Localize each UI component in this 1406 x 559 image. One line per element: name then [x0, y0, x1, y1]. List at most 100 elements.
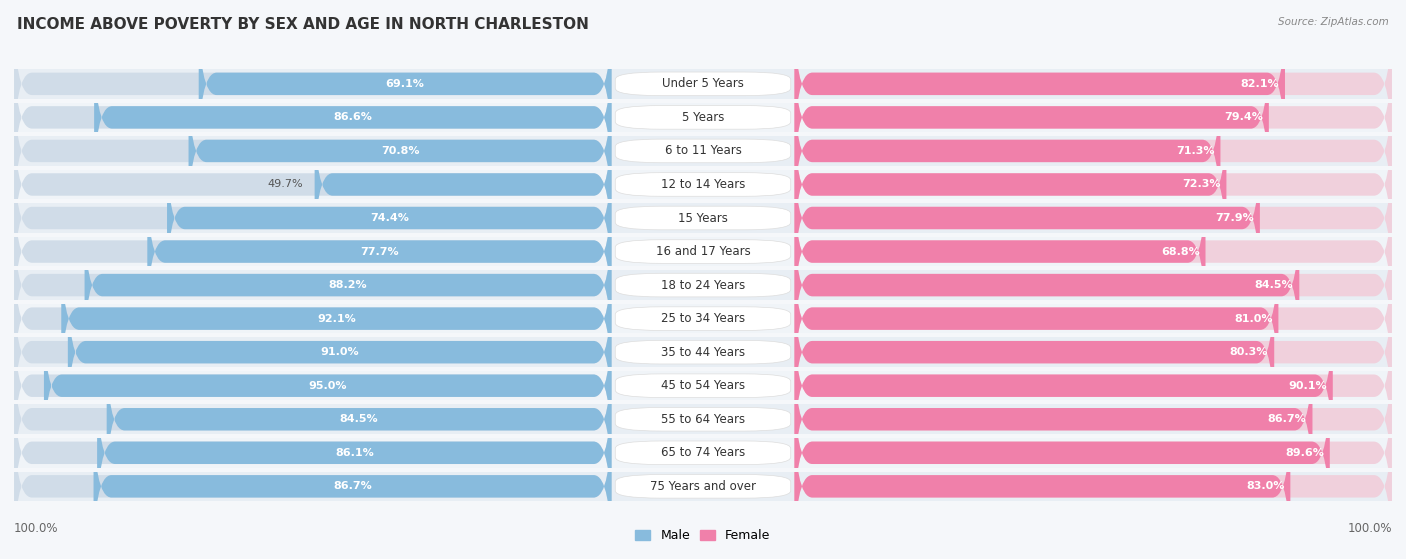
FancyBboxPatch shape — [107, 342, 612, 496]
FancyBboxPatch shape — [14, 409, 612, 559]
Text: 92.1%: 92.1% — [318, 314, 356, 324]
FancyBboxPatch shape — [794, 275, 1274, 429]
Text: 70.8%: 70.8% — [381, 146, 419, 156]
Text: 100.0%: 100.0% — [1347, 522, 1392, 535]
FancyBboxPatch shape — [616, 72, 790, 96]
FancyBboxPatch shape — [14, 174, 612, 329]
FancyBboxPatch shape — [94, 40, 612, 195]
FancyBboxPatch shape — [794, 74, 1392, 228]
FancyBboxPatch shape — [616, 475, 790, 498]
Text: 49.7%: 49.7% — [267, 179, 302, 190]
FancyBboxPatch shape — [616, 441, 790, 465]
FancyBboxPatch shape — [616, 206, 790, 230]
Text: 16 and 17 Years: 16 and 17 Years — [655, 245, 751, 258]
FancyBboxPatch shape — [794, 309, 1392, 463]
FancyBboxPatch shape — [794, 342, 1312, 496]
Text: 35 to 44 Years: 35 to 44 Years — [661, 345, 745, 359]
FancyBboxPatch shape — [794, 40, 1268, 195]
FancyBboxPatch shape — [616, 106, 790, 129]
FancyBboxPatch shape — [794, 241, 1278, 396]
FancyBboxPatch shape — [616, 374, 790, 397]
FancyBboxPatch shape — [794, 241, 1392, 396]
Text: 55 to 64 Years: 55 to 64 Years — [661, 413, 745, 426]
Text: 25 to 34 Years: 25 to 34 Years — [661, 312, 745, 325]
Text: 77.9%: 77.9% — [1215, 213, 1254, 223]
FancyBboxPatch shape — [794, 74, 1220, 228]
Text: 18 to 24 Years: 18 to 24 Years — [661, 278, 745, 292]
FancyBboxPatch shape — [14, 309, 612, 463]
FancyBboxPatch shape — [794, 174, 1205, 329]
Text: 95.0%: 95.0% — [308, 381, 347, 391]
FancyBboxPatch shape — [14, 107, 612, 262]
FancyBboxPatch shape — [14, 74, 612, 228]
FancyBboxPatch shape — [794, 208, 1392, 362]
FancyBboxPatch shape — [794, 7, 1285, 161]
FancyBboxPatch shape — [148, 174, 612, 329]
FancyBboxPatch shape — [794, 40, 1392, 195]
Text: 65 to 74 Years: 65 to 74 Years — [661, 446, 745, 459]
Text: 74.4%: 74.4% — [370, 213, 409, 223]
Text: 86.1%: 86.1% — [335, 448, 374, 458]
FancyBboxPatch shape — [616, 173, 790, 196]
Text: 71.3%: 71.3% — [1175, 146, 1215, 156]
FancyBboxPatch shape — [14, 376, 612, 530]
FancyBboxPatch shape — [794, 141, 1392, 295]
FancyBboxPatch shape — [616, 139, 790, 163]
FancyBboxPatch shape — [44, 309, 612, 463]
FancyBboxPatch shape — [14, 241, 612, 396]
Legend: Male, Female: Male, Female — [630, 524, 776, 547]
FancyBboxPatch shape — [616, 273, 790, 297]
Text: 89.6%: 89.6% — [1285, 448, 1324, 458]
Text: Source: ZipAtlas.com: Source: ZipAtlas.com — [1278, 17, 1389, 27]
FancyBboxPatch shape — [167, 141, 612, 295]
Text: 80.3%: 80.3% — [1230, 347, 1268, 357]
Text: 86.7%: 86.7% — [1268, 414, 1306, 424]
FancyBboxPatch shape — [794, 309, 1333, 463]
FancyBboxPatch shape — [62, 241, 612, 396]
FancyBboxPatch shape — [188, 74, 612, 228]
Text: 90.1%: 90.1% — [1288, 381, 1327, 391]
FancyBboxPatch shape — [97, 376, 612, 530]
Text: 15 Years: 15 Years — [678, 211, 728, 225]
FancyBboxPatch shape — [94, 409, 612, 559]
Text: Under 5 Years: Under 5 Years — [662, 77, 744, 91]
Text: INCOME ABOVE POVERTY BY SEX AND AGE IN NORTH CHARLESTON: INCOME ABOVE POVERTY BY SEX AND AGE IN N… — [17, 17, 589, 32]
FancyBboxPatch shape — [198, 7, 612, 161]
Text: 91.0%: 91.0% — [321, 347, 359, 357]
FancyBboxPatch shape — [616, 307, 790, 330]
FancyBboxPatch shape — [794, 107, 1392, 262]
FancyBboxPatch shape — [14, 342, 612, 496]
Text: 68.8%: 68.8% — [1161, 247, 1199, 257]
FancyBboxPatch shape — [794, 376, 1392, 530]
FancyBboxPatch shape — [616, 340, 790, 364]
Text: 86.6%: 86.6% — [333, 112, 373, 122]
Text: 72.3%: 72.3% — [1182, 179, 1220, 190]
FancyBboxPatch shape — [84, 208, 612, 362]
FancyBboxPatch shape — [14, 141, 612, 295]
FancyBboxPatch shape — [315, 107, 612, 262]
FancyBboxPatch shape — [14, 7, 612, 161]
Text: 12 to 14 Years: 12 to 14 Years — [661, 178, 745, 191]
FancyBboxPatch shape — [794, 409, 1392, 559]
FancyBboxPatch shape — [794, 376, 1330, 530]
Text: 84.5%: 84.5% — [340, 414, 378, 424]
FancyBboxPatch shape — [794, 141, 1260, 295]
Text: 77.7%: 77.7% — [360, 247, 399, 257]
FancyBboxPatch shape — [14, 208, 612, 362]
FancyBboxPatch shape — [67, 275, 612, 429]
FancyBboxPatch shape — [616, 240, 790, 263]
Text: 84.5%: 84.5% — [1254, 280, 1294, 290]
Text: 75 Years and over: 75 Years and over — [650, 480, 756, 493]
Text: 82.1%: 82.1% — [1240, 79, 1279, 89]
Text: 79.4%: 79.4% — [1225, 112, 1263, 122]
Text: 100.0%: 100.0% — [14, 522, 59, 535]
FancyBboxPatch shape — [794, 208, 1299, 362]
Text: 45 to 54 Years: 45 to 54 Years — [661, 379, 745, 392]
Text: 86.7%: 86.7% — [333, 481, 373, 491]
FancyBboxPatch shape — [794, 7, 1392, 161]
FancyBboxPatch shape — [616, 408, 790, 431]
Text: 81.0%: 81.0% — [1234, 314, 1272, 324]
FancyBboxPatch shape — [14, 40, 612, 195]
FancyBboxPatch shape — [794, 174, 1392, 329]
Text: 69.1%: 69.1% — [385, 79, 425, 89]
